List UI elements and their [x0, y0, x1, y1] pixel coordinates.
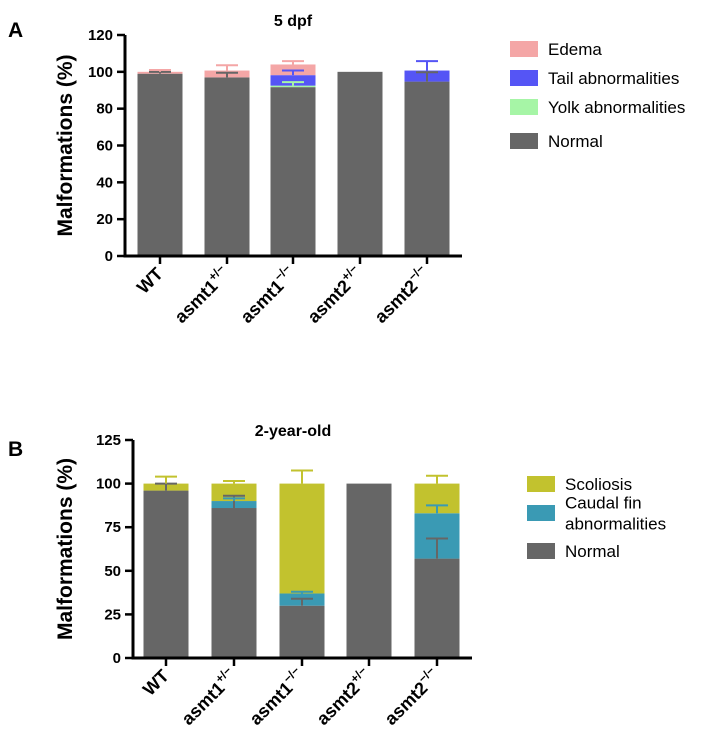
bar-segment-normal: [279, 605, 325, 658]
y-tick-label: 100: [96, 476, 121, 493]
bar-segment-yolk-abnormalities: [270, 85, 316, 88]
bar-segment-normal: [143, 490, 189, 658]
panel-label: A: [8, 19, 23, 42]
bar-stack-asmt1: [270, 60, 316, 256]
legend-label-edema: Edema: [548, 40, 602, 59]
legend-swatch-normal: [527, 543, 555, 559]
bar-segment-normal: [404, 81, 450, 256]
bar-stack-asmt2: [346, 483, 392, 658]
x-tick-label: asmt1+/−: [175, 664, 240, 729]
legend-label-line: abnormalities: [565, 515, 666, 534]
bar-segment-normal: [211, 508, 257, 658]
legend-label-yolk-abnormalities: Yolk abnormalities: [548, 98, 685, 117]
bar-segment-tail-abnormalities: [270, 75, 316, 86]
bar-stack-asmt1: [211, 479, 257, 658]
x-tick-label: asmt2−/−: [378, 664, 443, 729]
chart-title: 2-year-old: [255, 423, 331, 440]
bar-segment-normal: [137, 73, 183, 256]
y-tick-label: 50: [104, 563, 121, 580]
legend-label-line: Edema: [548, 40, 602, 59]
y-tick-label: 120: [88, 27, 113, 44]
y-axis-label: Malformations (%): [54, 54, 77, 236]
legend-swatch-normal: [510, 133, 538, 149]
category-name: WT: [133, 264, 167, 298]
bar-stack-asmt1: [204, 64, 250, 256]
chart-title: 5 dpf: [274, 13, 313, 30]
legend-label-normal: Normal: [548, 132, 603, 151]
bar-stack-asmt2: [404, 60, 450, 256]
y-tick-label: 80: [96, 101, 113, 118]
chart-panel-b: B 2-year-old Malformations (%) 0 25 50 75 100 12…: [8, 423, 666, 729]
y-tick-label: 125: [96, 432, 121, 449]
y-tick-label: 25: [104, 606, 121, 623]
x-tick-label: asmt1−/−: [234, 262, 299, 327]
legend-swatch-scoliosis: [527, 476, 555, 492]
y-tick-label: 100: [88, 64, 113, 81]
y-tick-label: 40: [96, 174, 113, 191]
y-tick-label: 20: [96, 211, 113, 228]
y-tick-label: 0: [105, 248, 113, 265]
x-tick-label: WT: [133, 264, 167, 298]
legend-label-line: Normal: [565, 542, 620, 561]
bar-segment-normal: [346, 483, 392, 658]
legend-swatch-caudal-fin-abnormalities: [527, 505, 555, 521]
bar-segment-scoliosis: [211, 483, 257, 502]
panel-label: B: [8, 438, 23, 461]
bar-segment-normal: [204, 77, 250, 256]
legend-swatch-edema: [510, 41, 538, 57]
legend-label-line: Caudal fin: [565, 494, 642, 513]
category-name: WT: [139, 666, 173, 700]
legend-label-normal: Normal: [565, 542, 620, 561]
x-tick-label: asmt1−/−: [243, 664, 308, 729]
bar-stack-asmt1: [279, 469, 325, 658]
y-tick-label: 60: [96, 138, 113, 155]
y-tick-label: 0: [113, 650, 121, 667]
x-tick-label: asmt2+/−: [301, 262, 366, 327]
legend-label-tail-abnormalities: Tail abnormalities: [548, 69, 679, 88]
y-tick-label: 75: [104, 519, 121, 536]
bar-segment-normal: [270, 87, 316, 256]
chart-panel-a: A 5 dpf Malformations (%) 0 20 40 60 80 100 120 WT…: [8, 13, 685, 327]
bar-stack-wt: [137, 68, 183, 256]
bar-segment-normal: [337, 71, 383, 256]
legend-label-scoliosis: Scoliosis: [565, 475, 632, 494]
bar-stack-wt: [143, 475, 189, 658]
legend-label-caudal-fin-abnormalities: Caudal fin abnormalities: [565, 494, 666, 534]
legend-swatch-yolk-abnormalities: [510, 99, 538, 115]
bar-stack-asmt2: [337, 71, 383, 256]
legend-swatch-tail-abnormalities: [510, 70, 538, 86]
x-tick-label: asmt2+/−: [310, 664, 375, 729]
x-tick-label: asmt2−/−: [368, 262, 433, 327]
bar-segment-normal: [414, 558, 460, 658]
legend-label-line: Yolk abnormalities: [548, 98, 685, 117]
x-tick-label: asmt1+/−: [168, 262, 233, 327]
x-tick-label: WT: [139, 666, 173, 700]
bar-segment-scoliosis: [279, 483, 325, 594]
y-axis-label: Malformations (%): [54, 458, 77, 640]
bar-stack-asmt2: [414, 474, 460, 658]
legend-label-line: Tail abnormalities: [548, 69, 679, 88]
legend: Edema Tail abnormalities Yolk abnormalitie…: [510, 40, 685, 151]
legend-label-line: Normal: [548, 132, 603, 151]
legend-label-line: Scoliosis: [565, 475, 632, 494]
